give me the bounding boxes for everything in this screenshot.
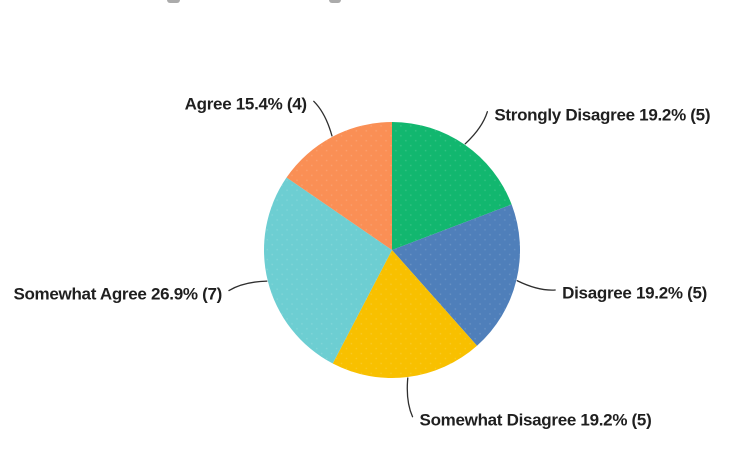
pie-dot-texture [264,122,520,378]
leader-line-agree [313,100,333,137]
slice-label-agree: Agree 15.4% (4) [184,94,307,114]
slice-label-somewhat-agree: Somewhat Agree 26.9% (7) [13,284,222,304]
leader-line-strongly-disagree [464,111,489,145]
cropped-title-descender [167,0,180,3]
leader-line-somewhat-disagree [406,377,414,418]
leader-line-disagree [516,280,556,291]
cropped-title-descender [329,0,341,3]
leader-lines [228,100,556,418]
slice-label-disagree: Disagree 19.2% (5) [562,283,708,303]
leader-line-somewhat-agree [228,280,268,292]
slice-label-somewhat-disagree: Somewhat Disagree 19.2% (5) [419,410,652,430]
slice-label-strongly-disagree: Strongly Disagree 19.2% (5) [494,105,711,125]
